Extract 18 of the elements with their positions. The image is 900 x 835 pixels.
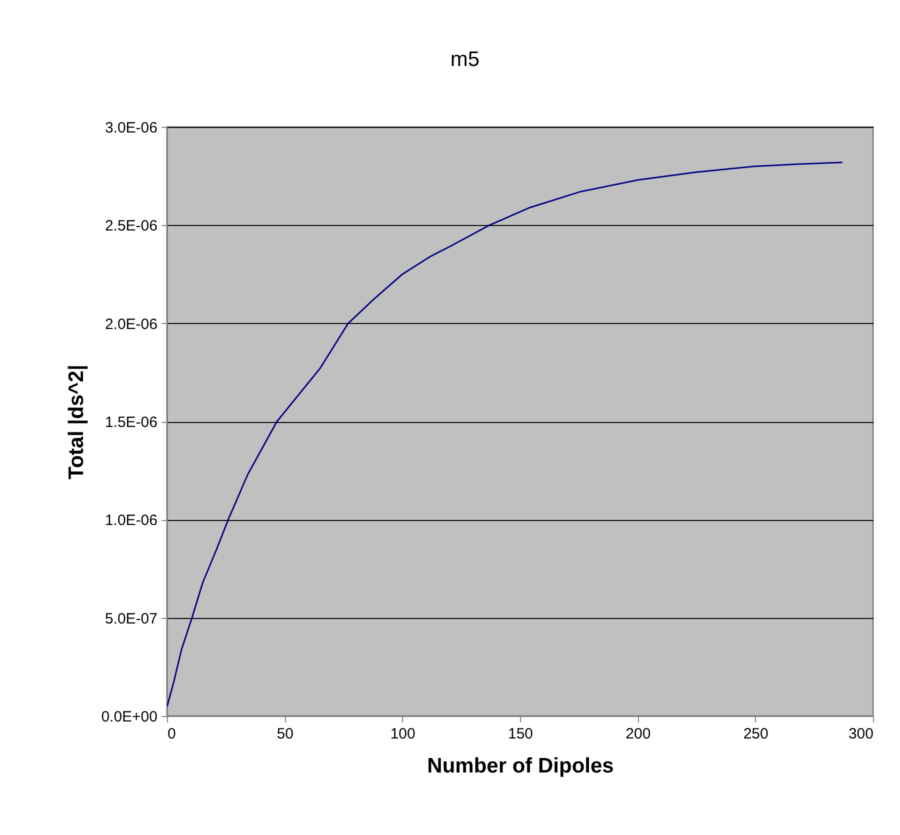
line-series [167,162,844,707]
y-tick-label: 2.5E-06 [104,218,158,235]
chart-title: m5 [450,48,480,71]
y-tick-label: 2.0E-06 [104,316,158,333]
x-tick-label: 300 [848,726,874,742]
y-tick-label: 0.0E+00 [101,708,158,726]
y-tick-label: 5.0E-07 [104,610,158,628]
x-tick-label: 0 [168,726,176,742]
x-axis-title: Number of Dipoles [427,754,614,778]
x-tick-label: 50 [276,726,294,742]
y-tick-label: 3.0E-06 [104,120,158,136]
y-tick-label: 1.5E-06 [104,414,158,431]
y-axis-title: Total |ds^2| [65,364,88,480]
y-tick-label: 1.0E-06 [104,512,158,530]
x-tick-label: 150 [508,726,534,742]
x-tick-label: 100 [390,726,416,742]
x-tick-label: 200 [626,726,651,742]
x-tick-label: 250 [743,726,768,742]
